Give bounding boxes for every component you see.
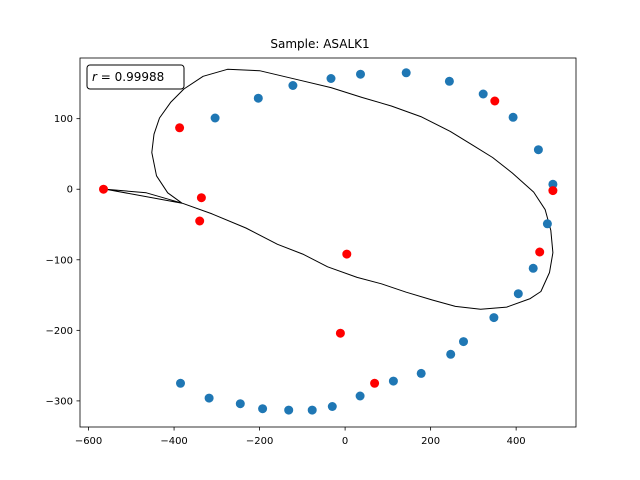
data-point-blue — [176, 378, 185, 388]
annotation-prefix: r — [92, 70, 98, 84]
data-point-blue — [253, 93, 263, 103]
data-point-red — [548, 186, 558, 196]
data-point-blue — [258, 404, 268, 414]
y-tick-label: −200 — [46, 326, 73, 337]
y-tick-label: −100 — [46, 255, 73, 266]
data-point-red — [535, 247, 545, 257]
data-point-blue — [284, 405, 294, 415]
x-tick-label: −400 — [160, 436, 187, 447]
data-point-red — [490, 96, 500, 106]
x-axis: −600 −400 −200 0 200 400 — [75, 427, 526, 447]
y-tick-label: −300 — [46, 396, 73, 407]
y-axis: −300 −200 −100 0 100 — [46, 114, 80, 407]
data-point-blue — [388, 376, 398, 386]
data-point-blue — [459, 337, 468, 347]
data-point-blue — [235, 399, 245, 409]
data-point-blue — [528, 263, 538, 273]
fitted-ellipse-layer — [105, 68, 554, 310]
y-tick-label: 100 — [54, 114, 73, 125]
x-tick-label: −200 — [246, 436, 273, 447]
data-point-blue — [355, 391, 365, 401]
data-point-blue — [401, 68, 411, 78]
data-point-blue — [513, 289, 523, 299]
data-point-red — [99, 184, 108, 194]
data-point-blue — [542, 219, 552, 229]
x-tick-label: 0 — [342, 436, 348, 447]
data-point-blue — [210, 113, 220, 123]
data-point-blue — [533, 145, 543, 155]
fitted-ellipse-line — [105, 68, 554, 310]
y-tick-label: 0 — [67, 185, 73, 196]
data-point-blue — [548, 179, 558, 189]
data-point-blue — [444, 76, 454, 86]
annotation-text: r = 0.99988 — [92, 70, 164, 84]
x-tick-label: 200 — [421, 436, 440, 447]
data-point-blue — [416, 368, 426, 378]
annotation-value: = 0.99988 — [97, 70, 164, 84]
data-point-blue — [446, 349, 456, 359]
data-point-blue — [326, 74, 336, 83]
data-point-red — [342, 249, 352, 259]
data-point-red — [335, 328, 345, 338]
data-point-red — [195, 216, 205, 226]
data-point-blue — [288, 81, 298, 90]
data-point-blue — [508, 112, 518, 122]
data-point-blue — [307, 405, 317, 415]
data-point-blue — [327, 402, 337, 411]
x-tick-label: −600 — [75, 436, 102, 447]
plot-frame — [79, 57, 577, 428]
x-tick-label: 400 — [507, 436, 526, 447]
data-point-red — [175, 123, 185, 133]
data-point-red — [370, 378, 380, 388]
data-points-layer — [99, 68, 558, 415]
correlation-annotation: r = 0.99988 — [86, 64, 185, 90]
data-point-blue — [478, 89, 488, 99]
plot-area — [80, 58, 576, 427]
chart-title: Sample: ASALK1 — [270, 37, 369, 51]
data-point-blue — [356, 69, 365, 79]
annotation-box — [86, 64, 185, 90]
data-point-red — [196, 193, 206, 203]
data-point-blue — [489, 313, 499, 323]
data-point-blue — [204, 393, 214, 403]
